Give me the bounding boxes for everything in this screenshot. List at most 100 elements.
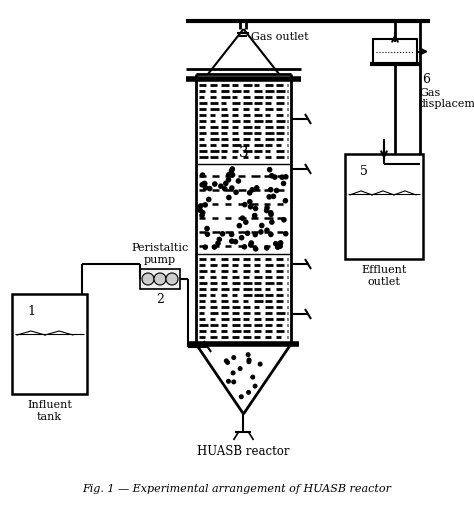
- Circle shape: [206, 197, 211, 203]
- Circle shape: [226, 173, 231, 178]
- Circle shape: [237, 366, 243, 371]
- Circle shape: [236, 179, 241, 184]
- Circle shape: [253, 206, 258, 212]
- Text: 5: 5: [360, 165, 368, 178]
- Circle shape: [248, 241, 254, 246]
- Circle shape: [203, 186, 208, 191]
- Circle shape: [201, 181, 207, 187]
- Circle shape: [197, 208, 203, 214]
- Text: HUASB reactor: HUASB reactor: [197, 444, 290, 457]
- Circle shape: [202, 245, 208, 250]
- Circle shape: [229, 232, 235, 238]
- Bar: [373, 40, 417, 65]
- Text: Effluent
outlet: Effluent outlet: [361, 265, 407, 286]
- Circle shape: [245, 231, 250, 237]
- Circle shape: [200, 173, 205, 179]
- Circle shape: [229, 167, 235, 173]
- Circle shape: [226, 379, 231, 384]
- Circle shape: [223, 181, 228, 187]
- Circle shape: [200, 211, 206, 216]
- Circle shape: [264, 228, 270, 234]
- Bar: [345, 155, 423, 260]
- Circle shape: [247, 199, 253, 205]
- Circle shape: [154, 274, 166, 285]
- Circle shape: [230, 173, 235, 178]
- Circle shape: [253, 232, 258, 238]
- Circle shape: [239, 235, 245, 241]
- Circle shape: [199, 213, 205, 219]
- Circle shape: [222, 187, 228, 192]
- Circle shape: [266, 195, 272, 200]
- Circle shape: [253, 384, 257, 389]
- Text: 3: 3: [239, 146, 248, 160]
- Circle shape: [268, 187, 273, 193]
- Circle shape: [202, 181, 208, 187]
- Circle shape: [217, 237, 222, 243]
- Circle shape: [231, 356, 236, 361]
- Circle shape: [197, 205, 203, 210]
- Circle shape: [205, 232, 210, 237]
- Circle shape: [268, 232, 273, 238]
- Text: Fig. 1 — Experimental arrangement of HUASB reactor: Fig. 1 — Experimental arrangement of HUA…: [82, 483, 392, 493]
- Bar: [12, 294, 87, 394]
- Circle shape: [226, 195, 232, 201]
- Circle shape: [142, 274, 154, 285]
- Circle shape: [229, 186, 235, 191]
- Circle shape: [248, 205, 253, 210]
- Circle shape: [231, 380, 236, 385]
- Circle shape: [258, 230, 264, 235]
- Circle shape: [215, 241, 221, 246]
- Text: 6: 6: [422, 72, 430, 85]
- Circle shape: [264, 245, 270, 251]
- Circle shape: [246, 360, 251, 365]
- Circle shape: [237, 223, 242, 229]
- Circle shape: [243, 220, 249, 226]
- Circle shape: [281, 218, 287, 223]
- Text: Gas outlet: Gas outlet: [252, 32, 309, 42]
- Text: Influent
tank: Influent tank: [27, 399, 72, 421]
- Circle shape: [274, 188, 279, 194]
- Circle shape: [242, 203, 247, 208]
- Circle shape: [248, 243, 254, 248]
- Circle shape: [249, 188, 255, 193]
- Circle shape: [272, 175, 278, 181]
- Circle shape: [275, 245, 281, 250]
- Circle shape: [283, 231, 289, 237]
- Circle shape: [239, 394, 244, 399]
- Circle shape: [211, 245, 217, 250]
- Circle shape: [268, 212, 274, 218]
- Circle shape: [246, 358, 252, 363]
- Circle shape: [240, 216, 245, 222]
- Circle shape: [224, 359, 229, 364]
- Circle shape: [228, 169, 234, 174]
- Circle shape: [264, 206, 270, 211]
- Circle shape: [277, 244, 283, 249]
- Circle shape: [253, 246, 258, 252]
- Circle shape: [247, 190, 253, 196]
- Circle shape: [283, 198, 288, 204]
- Circle shape: [250, 375, 255, 380]
- Circle shape: [267, 168, 273, 173]
- Circle shape: [264, 208, 269, 214]
- Circle shape: [269, 220, 274, 225]
- Circle shape: [283, 175, 289, 180]
- Circle shape: [278, 240, 283, 246]
- Text: Gas
displacement: Gas displacement: [419, 87, 474, 109]
- Circle shape: [231, 371, 236, 376]
- Circle shape: [259, 223, 264, 229]
- Circle shape: [225, 360, 230, 365]
- Circle shape: [246, 352, 251, 358]
- Circle shape: [212, 182, 218, 187]
- Text: 2: 2: [156, 292, 164, 306]
- Circle shape: [279, 175, 285, 181]
- Circle shape: [218, 184, 224, 189]
- Circle shape: [273, 241, 279, 247]
- Bar: [140, 270, 180, 289]
- Circle shape: [233, 190, 239, 196]
- Circle shape: [258, 362, 263, 367]
- Circle shape: [254, 186, 260, 191]
- Text: 1: 1: [27, 305, 35, 317]
- Circle shape: [202, 203, 208, 208]
- Circle shape: [204, 226, 210, 232]
- Circle shape: [242, 244, 247, 250]
